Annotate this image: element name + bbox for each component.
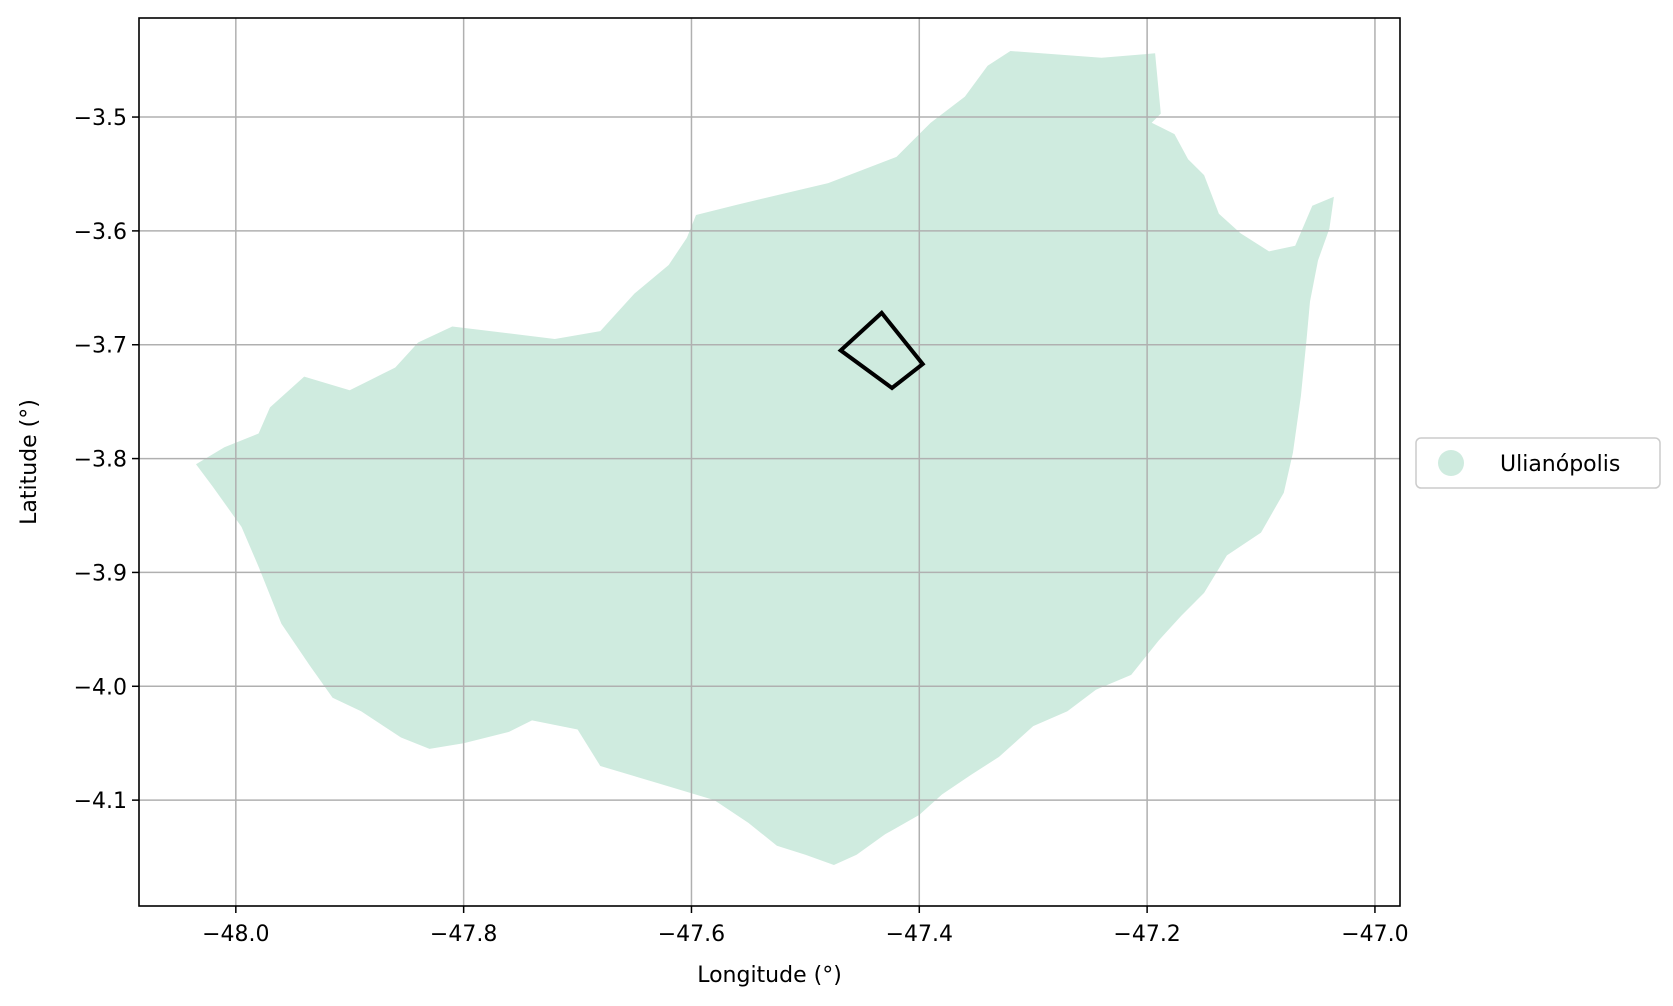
y-tick-label: −3.6 [74,220,127,245]
x-tick-label: −47.2 [1113,922,1180,947]
legend-swatch [1438,450,1464,476]
grid-lines [139,18,1400,906]
x-tick-label: −47.6 [658,922,725,947]
x-tick-label: −48.0 [202,922,269,947]
x-axis-ticks: −48.0 −47.8 −47.6 −47.4 −47.2 −47.0 [202,906,1409,947]
y-tick-label: −4.1 [74,789,127,814]
location-marker [837,309,926,391]
legend: Ulianópolis [1415,437,1661,489]
y-tick-label: −3.5 [74,106,127,131]
plot-frame [138,17,1401,907]
y-tick-label: −3.7 [74,334,127,359]
y-tick-label: −3.9 [74,561,127,586]
x-tick-label: −47.4 [886,922,953,947]
x-axis-label: Longitude (°) [697,963,842,988]
x-tick-label: −47.0 [1341,922,1408,947]
y-axis-ticks: −3.5 −3.6 −3.7 −3.8 −3.9 −4.0 −4.1 [74,106,139,814]
legend-label: Ulianópolis [1500,452,1620,477]
legend-box [1415,437,1661,489]
x-tick-label: −47.8 [430,922,497,947]
y-tick-label: −4.0 [74,675,127,700]
y-tick-label: −3.8 [74,448,127,473]
y-axis-label: Latitude (°) [17,399,42,525]
plot-area [138,17,1401,907]
